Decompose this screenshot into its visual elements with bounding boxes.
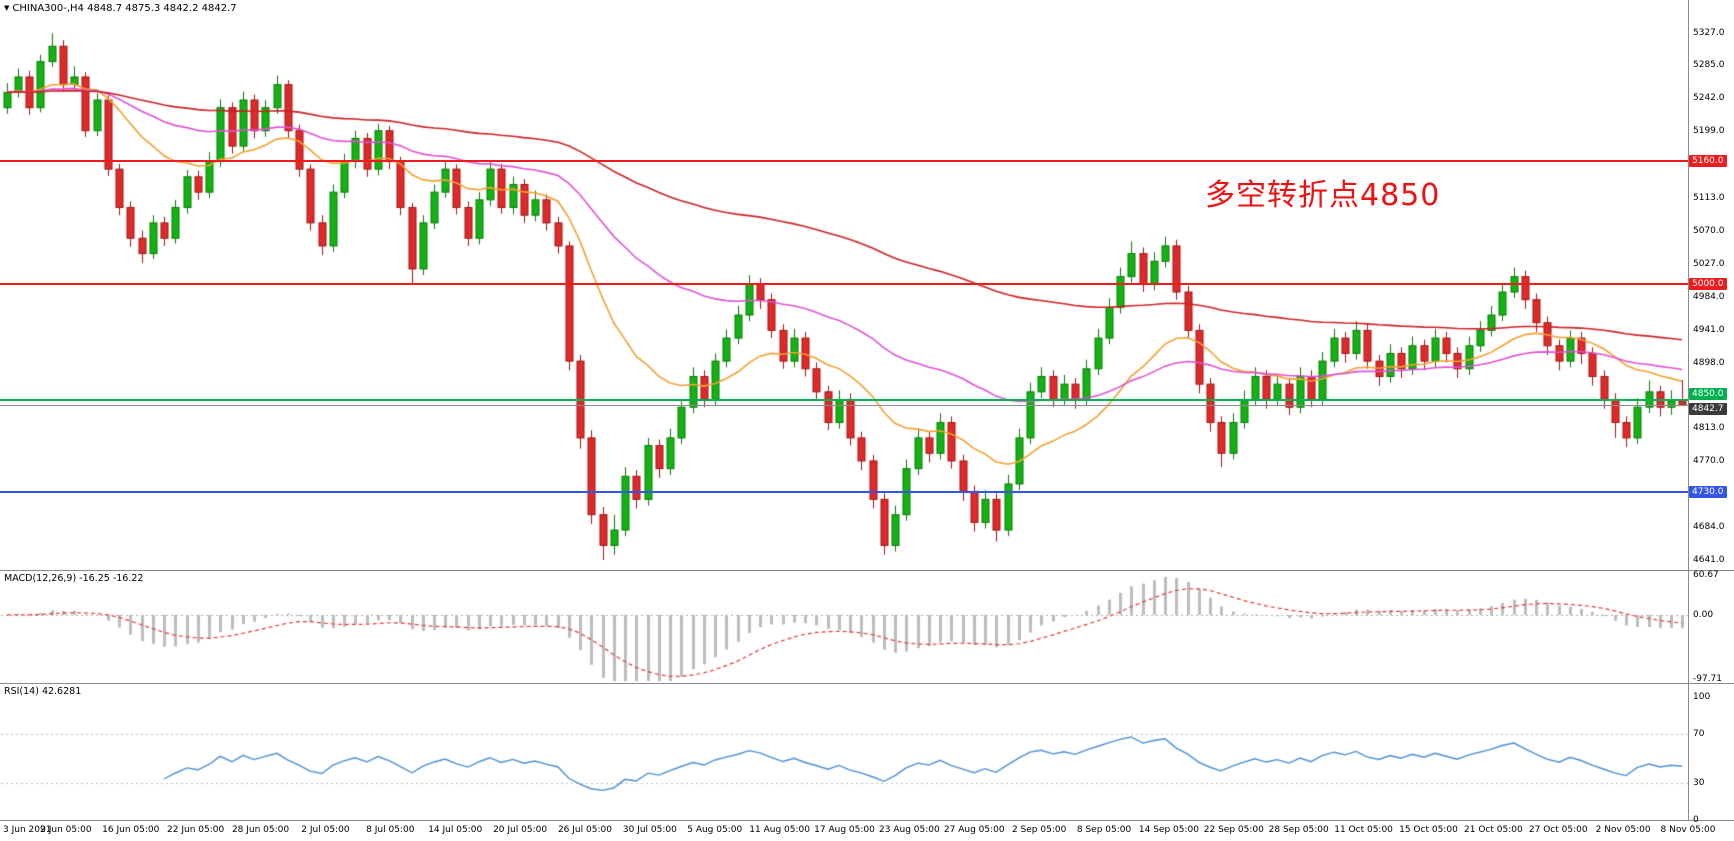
rsi-scale-label: 30 [1693, 778, 1705, 789]
price-badge-5160.0: 5160.0 [1689, 155, 1727, 168]
time-axis-label: 3 Jun 2021 [3, 825, 52, 835]
price-chart-canvas[interactable] [0, 0, 1689, 841]
macd-scale-label: -97.71 [1693, 674, 1723, 685]
time-axis-label: 27 Aug 05:00 [943, 825, 1005, 835]
time-axis-label: 21 Oct 05:00 [1464, 825, 1523, 835]
price-axis-label: 5113.0 [1693, 192, 1725, 203]
time-axis-label: 17 Aug 05:00 [814, 825, 875, 835]
chart-annotation-text[interactable]: 多空转折点4850 [1205, 178, 1441, 213]
rsi-scale-label: 70 [1693, 728, 1705, 739]
hline-5000.0[interactable] [0, 283, 1688, 286]
price-axis-label: 4770.0 [1693, 455, 1725, 466]
time-axis-label: 5 Aug 05:00 [687, 825, 743, 835]
macd-scale-label: 0.00 [1693, 609, 1714, 620]
time-axis-label: 2 Jul 05:00 [301, 825, 350, 835]
price-badge-5000.0: 5000.0 [1689, 278, 1727, 291]
price-axis-label: 5327.0 [1693, 28, 1725, 39]
symbol-info-bar: ▼ CHINA300-,H4 4848.7 4875.3 4842.2 4842.… [4, 3, 237, 14]
hline-4730.0[interactable] [0, 490, 1688, 493]
macd-indicator-label: MACD(12,26,9) -16.25 -16.22 [4, 573, 144, 584]
price-axis-label: 5027.0 [1693, 258, 1725, 269]
time-axis-label: 28 Jun 05:00 [231, 825, 290, 835]
time-axis-label: 11 Aug 05:00 [749, 825, 810, 835]
panel-separator-rsi[interactable] [0, 683, 1734, 684]
time-axis-label: 8 Nov 05:00 [1660, 825, 1716, 835]
collapse-triangle-icon[interactable]: ▼ [4, 4, 10, 12]
rsi-scale-label: 100 [1693, 692, 1711, 702]
price-axis-label: 4813.0 [1693, 422, 1725, 433]
price-axis-separator [1688, 0, 1689, 820]
time-axis-label: 9 Jun 05:00 [40, 825, 92, 835]
time-axis-label: 14 Sep 05:00 [1138, 825, 1199, 835]
price-badge-4730.0: 4730.0 [1689, 485, 1727, 498]
price-axis-label: 4984.0 [1693, 291, 1725, 302]
time-axis-label: 30 Jul 05:00 [622, 825, 677, 835]
time-axis-label: 22 Sep 05:00 [1203, 825, 1264, 835]
current-price-line [0, 405, 1688, 407]
time-axis-label: 8 Sep 05:00 [1076, 825, 1132, 835]
price-axis-label: 5242.0 [1693, 93, 1725, 104]
time-axis[interactable]: 3 Jun 2021 9 Jun 05:00 16 Jun 05:00 22 Jun … [0, 820, 1734, 841]
time-axis-label: 2 Nov 05:00 [1595, 825, 1651, 835]
rsi-scale-label: 0 [1693, 815, 1699, 825]
time-axis-label: 2 Sep 05:00 [1011, 825, 1067, 835]
time-axis-label: 28 Sep 05:00 [1268, 825, 1329, 835]
time-axis-label: 8 Jul 05:00 [366, 825, 415, 835]
time-axis-label: 16 Jun 05:00 [102, 825, 160, 835]
price-axis-label: 5285.0 [1693, 60, 1725, 71]
price-axis-label: 4684.0 [1693, 521, 1725, 532]
time-axis-label: 14 Jul 05:00 [428, 825, 483, 835]
time-axis-label: 22 Jun 05:00 [167, 825, 225, 835]
price-axis-label: 4898.0 [1693, 357, 1725, 368]
price-axis-label: 4641.0 [1693, 555, 1725, 566]
time-axis-label: 20 Jul 05:00 [493, 825, 548, 835]
price-axis-label: 5199.0 [1693, 126, 1725, 137]
current-price-badge: 4842.7 [1689, 403, 1727, 416]
time-axis-label: 15 Oct 05:00 [1399, 825, 1458, 835]
rsi-indicator-label: RSI(14) 42.6281 [4, 686, 82, 697]
hline-5160.0[interactable] [0, 160, 1688, 163]
price-badge-4850.0: 4850.0 [1689, 387, 1727, 400]
price-axis-label: 4941.0 [1693, 324, 1725, 335]
time-axis-label: 26 Jul 05:00 [557, 825, 612, 835]
time-axis-label: 27 Oct 05:00 [1528, 825, 1588, 835]
symbol-ohlc-text: CHINA300-,H4 4848.7 4875.3 4842.2 4842.7 [12, 3, 237, 14]
macd-scale-label: 60.67 [1693, 569, 1719, 580]
hline-4850.0[interactable] [0, 398, 1688, 401]
price-axis-label: 5070.0 [1693, 225, 1725, 236]
time-axis-label: 23 Aug 05:00 [879, 825, 940, 835]
panel-separator-macd[interactable] [0, 570, 1734, 571]
time-axis-label: 11 Oct 05:00 [1334, 825, 1393, 835]
